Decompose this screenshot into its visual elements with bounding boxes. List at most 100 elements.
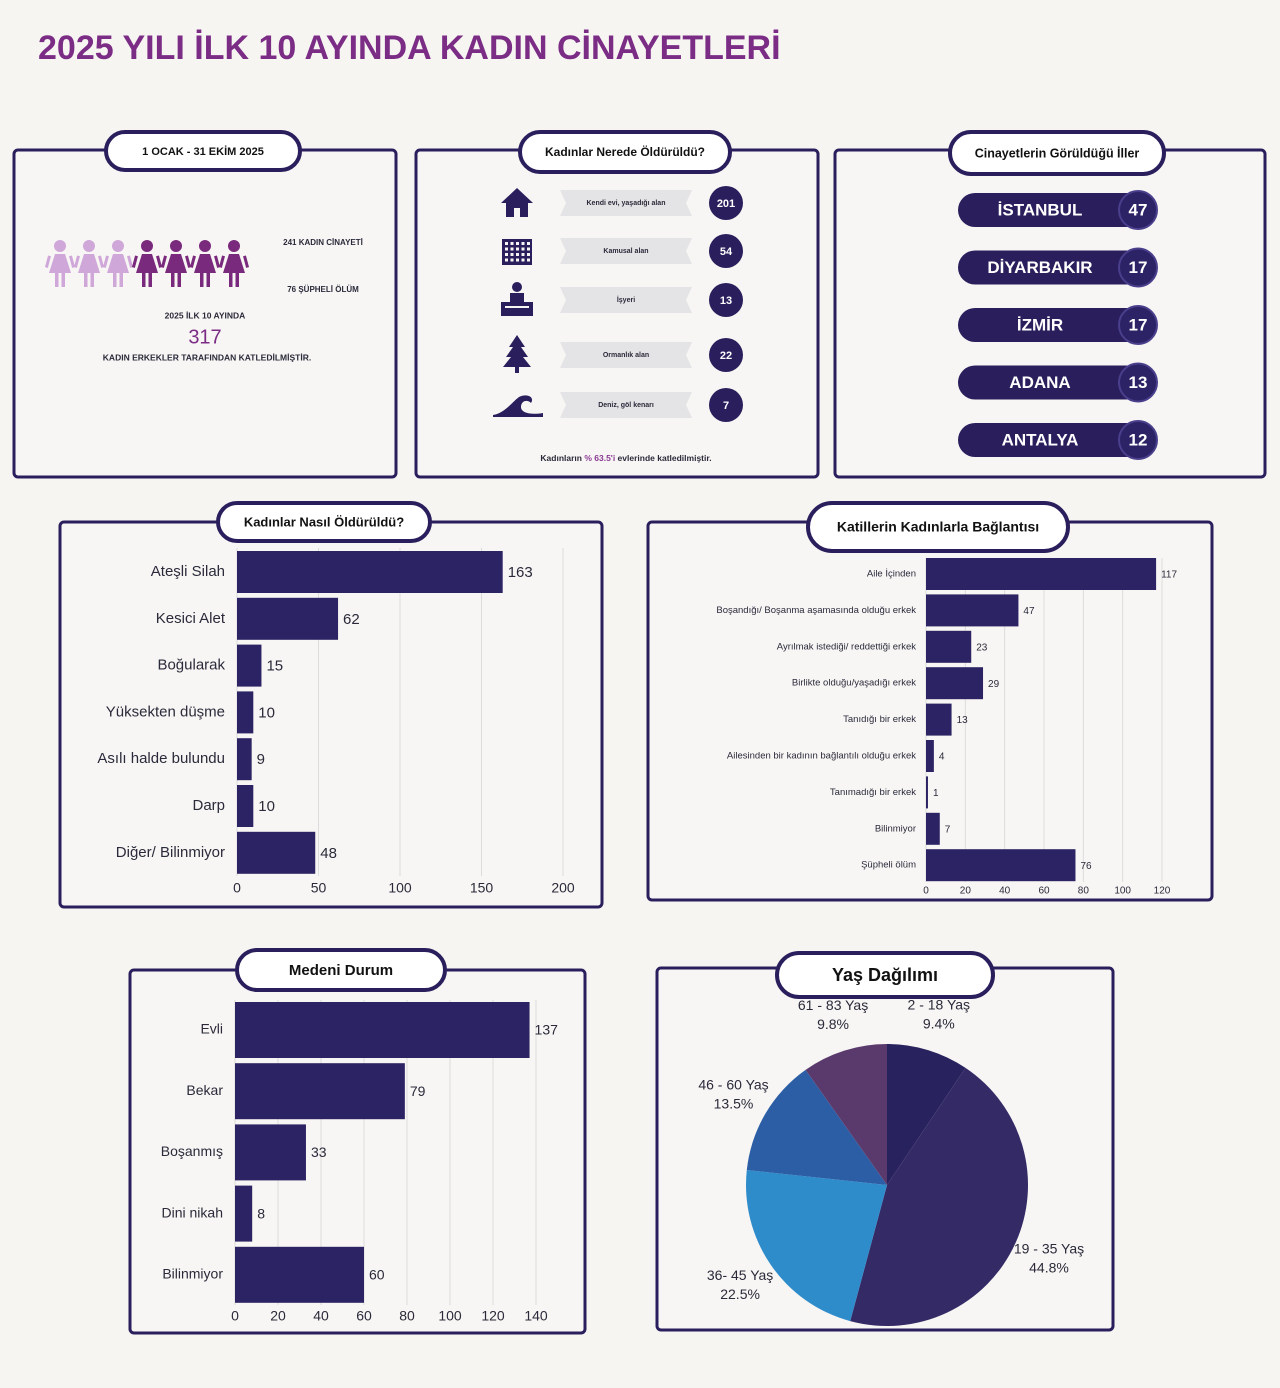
location-label: Kendi evi, yaşadığı alan [587,200,666,207]
icon-leg [171,273,175,287]
summary-lead: 2025 İLK 10 AYINDA [165,310,246,320]
icon-window [521,258,525,262]
category-label: Boğularak [157,657,225,674]
value-label: 60 [369,1267,385,1283]
icon-body [78,254,100,273]
slice-value-label: 44.8% [1029,1259,1069,1275]
icon-window [527,247,530,251]
category-label: Diğer/ Bilinmiyor [116,844,225,861]
woman-icon [160,240,192,287]
location-icon [501,188,533,217]
slice-value-label: 13.5% [714,1096,754,1112]
summary-total: 317 [188,326,221,348]
bar [926,703,952,736]
woman-icon [44,240,76,287]
x-tick-label: 60 [356,1308,372,1324]
category-label: Kesici Alet [156,610,226,627]
summary-statement: KADIN ERKEKLER TARAFINDAN KATLEDİLMİŞTİR… [103,352,311,362]
panel-title: Kadınlar Nerede Öldürüldü? [545,144,705,159]
icon-wave [493,395,543,417]
bar [237,597,339,640]
value-label: 15 [266,658,283,675]
panel-title-pill [216,501,432,543]
icon-arm [73,255,80,268]
slice-category: 61 - 83 Yaş [798,997,868,1013]
value-label: 10 [258,704,275,721]
location-icon [503,335,531,373]
location-value: 201 [717,198,735,210]
pie-slice [850,1067,1028,1326]
icon-arm [102,255,109,268]
icon-leg [206,273,210,287]
location-label-box [560,392,692,418]
icon-window [510,247,514,251]
location-badge [709,283,743,317]
icon-window [527,258,530,262]
location-badge [709,388,743,422]
bar [237,738,252,781]
bar [237,831,316,874]
category-label: Bilinmiyor [162,1266,223,1282]
panel-title: Medeni Durum [289,962,393,979]
icon-head [83,240,95,252]
x-tick-label: 0 [923,886,929,897]
icon-window [505,253,508,256]
icon-head [141,240,153,252]
location-footer: Kadınların % 63.5'i evlerinde katledilmi… [540,453,711,463]
value-label: 48 [320,845,337,862]
bar [237,691,254,734]
category-label: Asılı halde bulundu [97,750,225,767]
x-tick-label: 140 [524,1308,548,1324]
province-value: 12 [1129,430,1148,449]
category-label: Birlikte olduğu/yaşadığı erkek [792,678,916,689]
location-label-box [560,287,692,313]
category-label: Ateşli Silah [151,563,225,580]
bar [237,644,262,687]
value-label: 76 [1080,861,1092,872]
icon-body [194,254,216,273]
category-label: Tanımadığı bir erkek [830,787,916,798]
footer-part: % 63.5'i [582,453,615,463]
icon-arm [185,255,192,268]
icon-body [165,254,187,273]
location-icon [502,239,532,265]
category-label: Darp [192,797,225,814]
icon-body [510,293,524,303]
icon-arm [69,255,76,268]
icon-tree [503,335,531,373]
bar [235,1124,306,1181]
x-tick-label: 100 [438,1308,462,1324]
province-badge [1118,190,1158,230]
x-tick-label: 60 [1038,886,1050,897]
value-label: 9 [257,751,265,768]
icon-leg [200,273,204,287]
panel-title: Cinayetlerin Görüldüğü İller [975,145,1140,160]
page-title: 2025 YILI İLK 10 AYINDA KADIN CİNAYETLER… [38,29,781,67]
province-pill [958,365,1157,400]
location-badge [709,186,743,220]
icon-head [199,240,211,252]
icon-leg [148,273,152,287]
summary-suspicious: 76 ŞÜPHELİ ÖLÜM [287,285,359,294]
location-value: 7 [723,400,729,412]
slice-category: 36- 45 Yaş [707,1267,773,1283]
icon-arm [218,255,225,268]
bar [235,1002,530,1058]
category-label: Ayrılmak istediği/ reddettiği erkek [777,641,916,652]
x-tick-label: 80 [1078,886,1090,897]
province-value: 13 [1129,373,1148,392]
value-label: 8 [257,1205,265,1221]
slice-value-label: 9.4% [923,1015,955,1031]
icon-head [512,282,522,292]
category-label: Şüpheli ölüm [861,860,916,871]
province-value: 17 [1129,258,1148,277]
icon-window [505,258,508,262]
province-name: ADANA [1009,373,1070,392]
icon-leg [235,273,239,287]
icon-head [170,240,182,252]
icon-body [223,254,245,273]
icon-leg [90,273,94,287]
value-label: 1 [933,788,939,799]
x-tick-label: 100 [388,880,412,896]
location-value: 13 [720,295,732,307]
